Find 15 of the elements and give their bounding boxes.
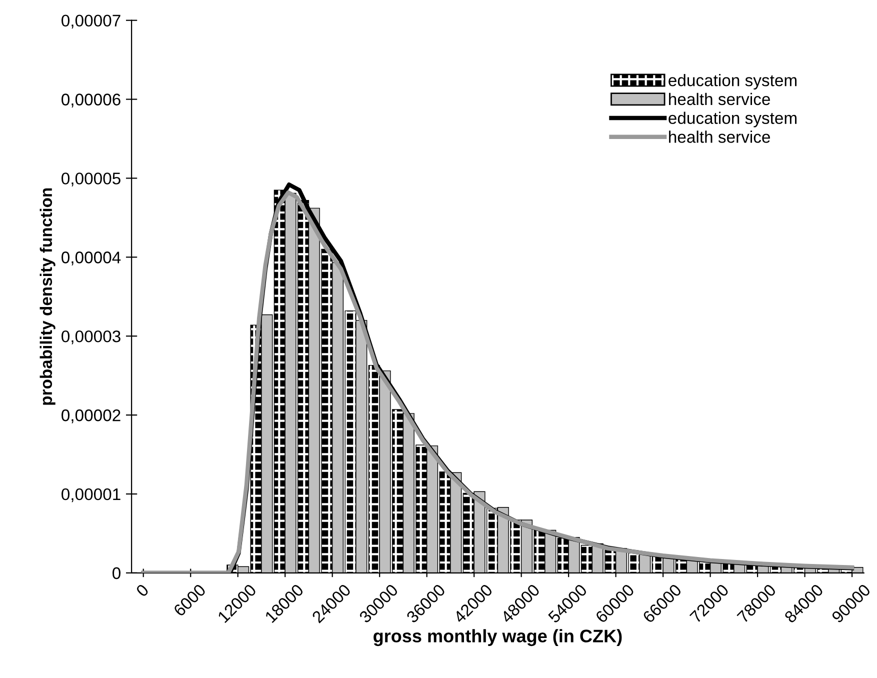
- y-tick-label: 0,00006: [62, 94, 120, 108]
- x-tick-label: 0: [135, 583, 150, 598]
- legend-label: health service: [669, 92, 770, 106]
- y-tick-label: 0,00001: [62, 488, 120, 502]
- y-tick-label: 0,00002: [62, 409, 120, 424]
- legend-label: health service: [669, 130, 770, 143]
- y-axis-title: probability density function: [40, 188, 56, 405]
- y-tick-label: 0: [112, 567, 120, 580]
- y-tick-label: 0,00007: [62, 14, 120, 29]
- y-tick-label: 0,00003: [62, 330, 120, 344]
- y-tick-label: 0,00004: [62, 252, 121, 266]
- legend-label: education system: [668, 112, 796, 128]
- x-axis-title: gross monthly wage (in CZK): [374, 629, 622, 646]
- legend-label: education system: [668, 74, 796, 90]
- y-tick-label: 0,00005: [62, 172, 120, 186]
